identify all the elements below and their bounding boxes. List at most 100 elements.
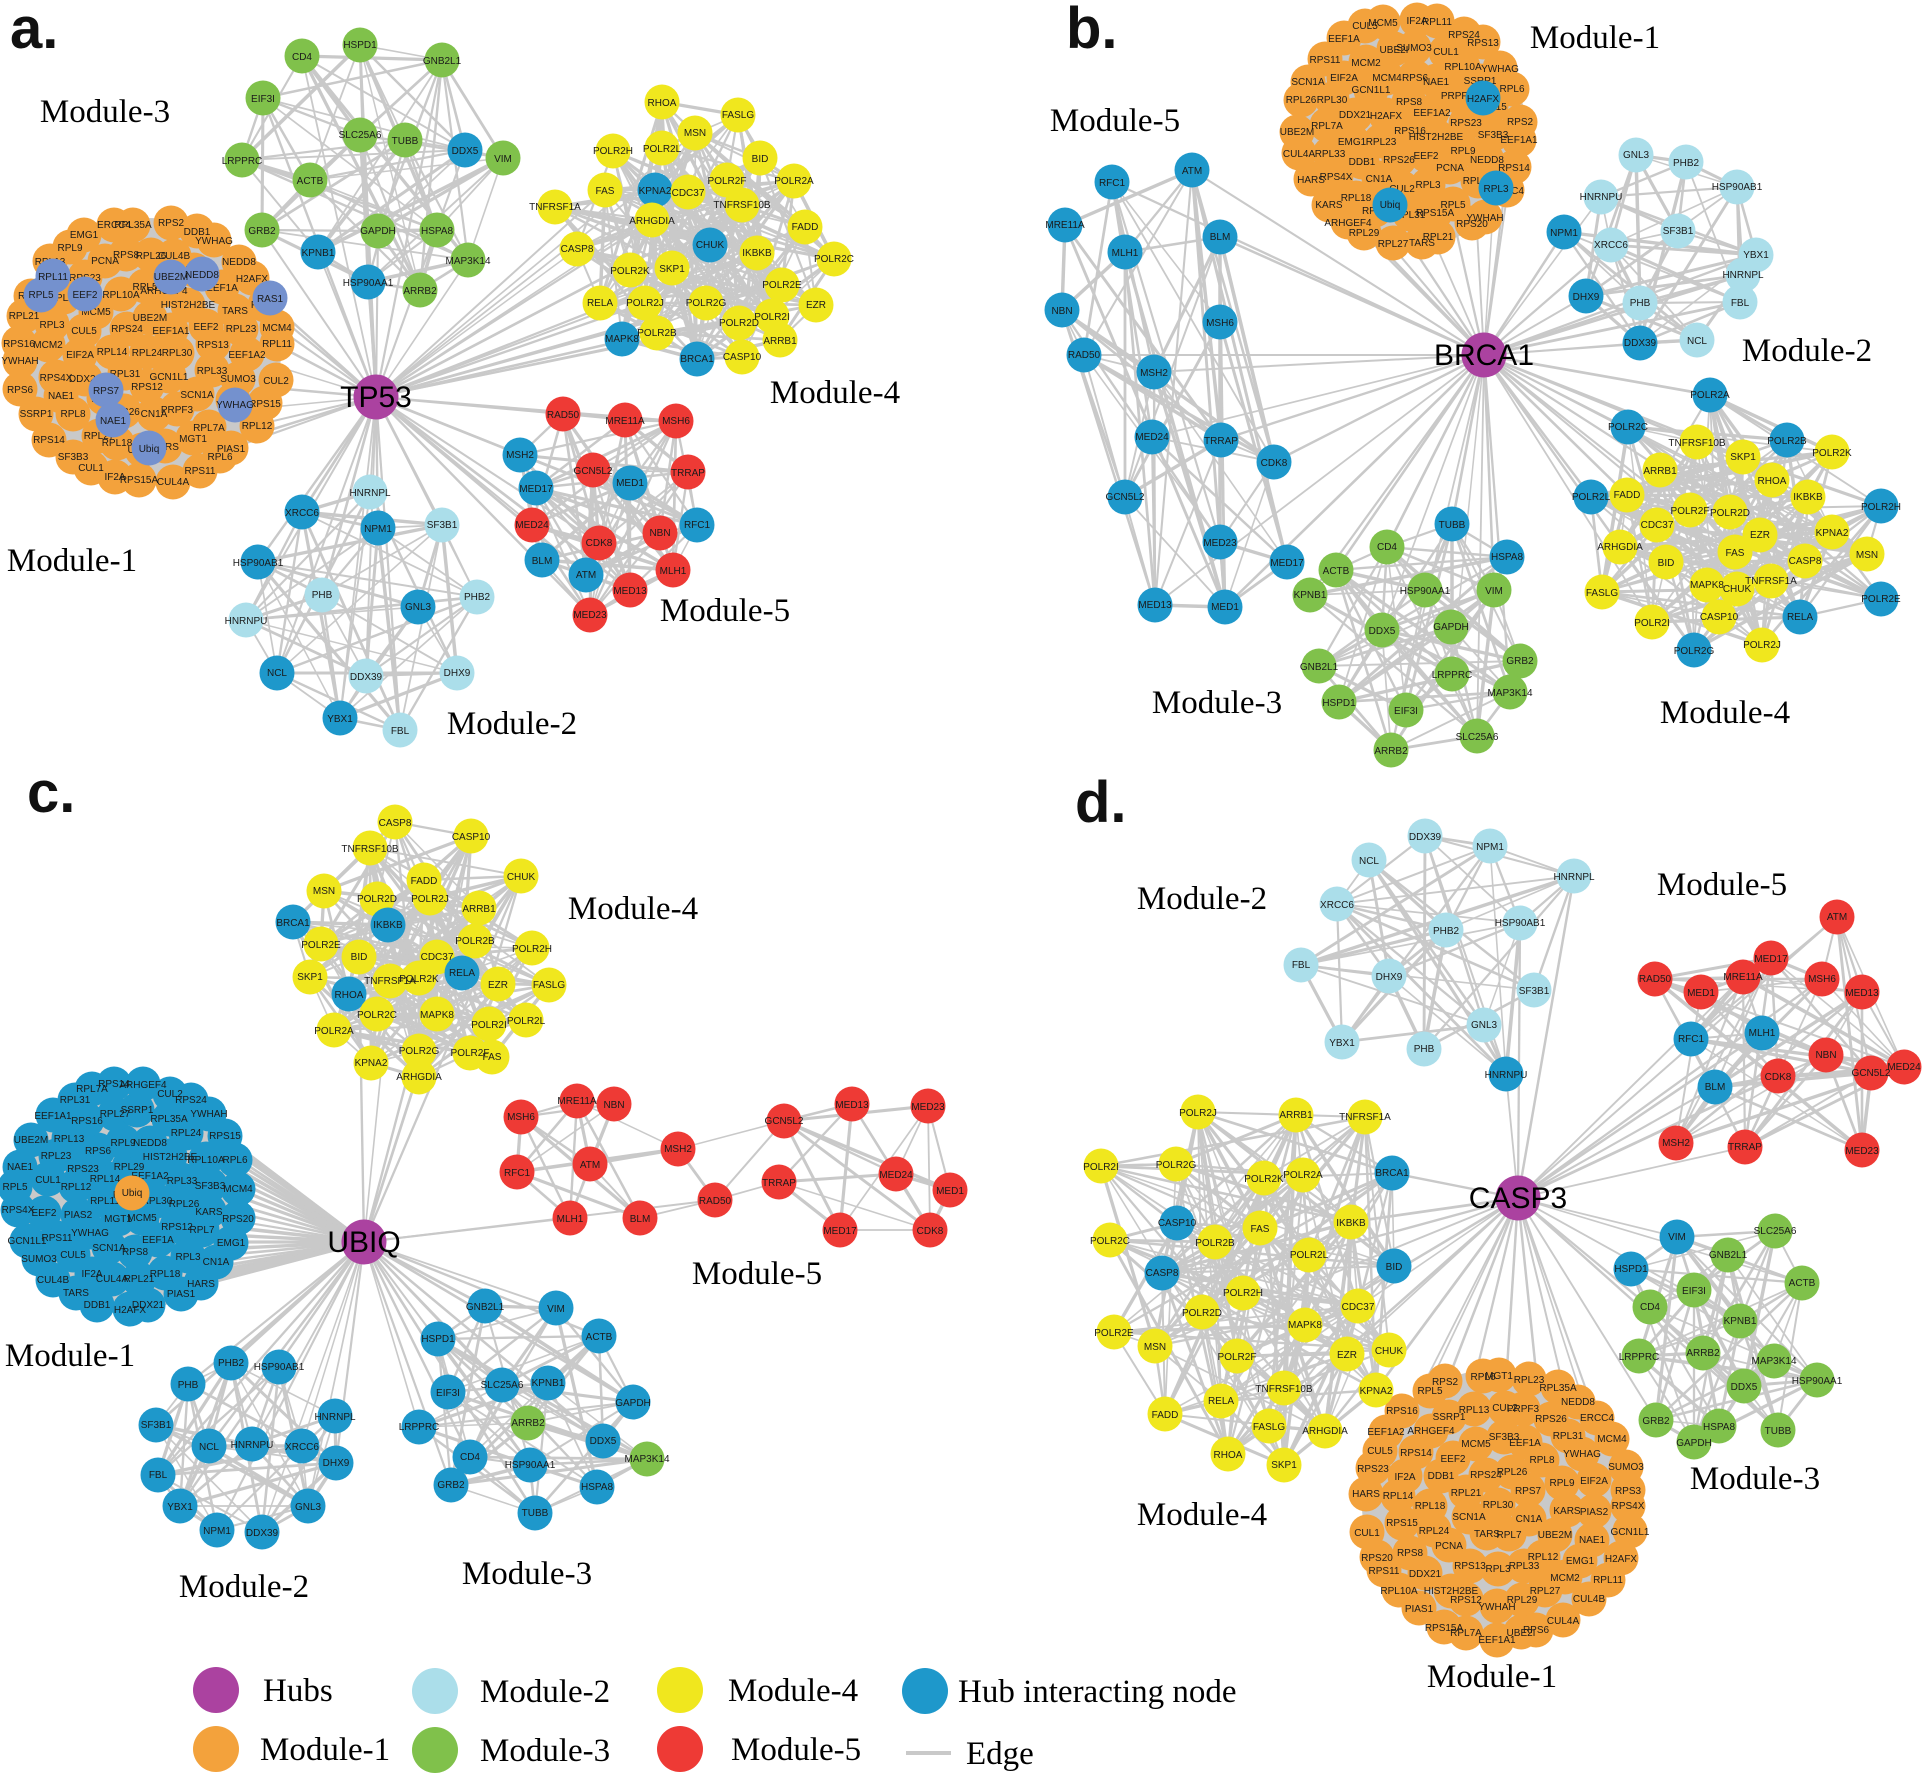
svg-text:RPL31: RPL31	[110, 369, 141, 380]
svg-text:GNB2L1: GNB2L1	[1709, 1250, 1748, 1261]
svg-text:RPL27: RPL27	[100, 1109, 131, 1120]
svg-text:a.: a.	[10, 0, 58, 61]
svg-text:ARRB2: ARRB2	[1686, 1348, 1720, 1359]
svg-text:NBN: NBN	[1051, 306, 1072, 317]
svg-text:RPL12: RPL12	[1528, 1552, 1559, 1563]
svg-text:HSPA8: HSPA8	[1491, 552, 1523, 563]
svg-text:CASP8: CASP8	[379, 818, 412, 829]
svg-text:NAE1: NAE1	[7, 1162, 34, 1173]
svg-text:CHUK: CHUK	[1723, 584, 1752, 595]
svg-text:HSP90AB1: HSP90AB1	[1495, 918, 1546, 929]
svg-text:SF3B3: SF3B3	[1489, 1432, 1520, 1443]
svg-text:RPS8: RPS8	[122, 1247, 149, 1258]
svg-text:IF2A: IF2A	[104, 472, 125, 483]
svg-text:d.: d.	[1075, 770, 1127, 835]
svg-text:DDB1: DDB1	[1428, 1471, 1455, 1482]
svg-text:IKBKB: IKBKB	[373, 920, 403, 931]
svg-text:BLM: BLM	[532, 556, 553, 567]
svg-text:IF2A: IF2A	[1406, 16, 1427, 27]
svg-text:MED23: MED23	[1203, 538, 1237, 549]
svg-text:RPS4X: RPS4X	[1320, 172, 1353, 183]
svg-text:Module-3: Module-3	[480, 1733, 610, 1769]
svg-text:ACTB: ACTB	[297, 176, 324, 187]
svg-text:POLR2H: POLR2H	[1861, 502, 1901, 513]
svg-text:RPL3: RPL3	[39, 320, 64, 331]
svg-text:Module-1: Module-1	[1530, 20, 1660, 56]
svg-text:TRRAP: TRRAP	[671, 468, 705, 479]
svg-text:ERCC4: ERCC4	[1580, 1413, 1614, 1424]
svg-text:Ubiq: Ubiq	[1380, 200, 1401, 211]
svg-text:GCN1L1: GCN1L1	[8, 1236, 47, 1247]
svg-text:RPL12: RPL12	[1463, 176, 1494, 187]
svg-text:RPS4X: RPS4X	[2, 1205, 35, 1216]
svg-text:FASLG: FASLG	[722, 110, 754, 121]
svg-text:RPL18: RPL18	[1341, 193, 1372, 204]
svg-text:RPL33: RPL33	[197, 366, 228, 377]
svg-text:EEF1A: EEF1A	[1509, 1438, 1541, 1449]
svg-text:RPS15A: RPS15A	[120, 475, 159, 486]
svg-text:POLR2D: POLR2D	[357, 894, 397, 905]
svg-text:CUL1: CUL1	[1354, 1528, 1380, 1539]
svg-text:RPS15: RPS15	[209, 1131, 241, 1142]
svg-text:RPL11: RPL11	[38, 272, 68, 283]
svg-text:NEDD8: NEDD8	[1470, 155, 1504, 166]
svg-text:RPS24: RPS24	[111, 324, 143, 335]
svg-text:ATM: ATM	[1182, 166, 1202, 177]
svg-text:YWHAG: YWHAG	[216, 400, 254, 411]
svg-text:MLH1: MLH1	[660, 566, 687, 577]
svg-text:RPL30: RPL30	[142, 1196, 173, 1207]
svg-text:NCL: NCL	[1687, 336, 1707, 347]
svg-text:HNRNPL: HNRNPL	[314, 1412, 356, 1423]
svg-text:POLR2G: POLR2G	[686, 298, 727, 309]
svg-text:Module-4: Module-4	[1137, 1497, 1267, 1533]
svg-text:Ubiq: Ubiq	[139, 444, 160, 455]
svg-text:POLR2A: POLR2A	[1690, 390, 1730, 401]
svg-text:POLR2C: POLR2C	[1090, 1236, 1130, 1247]
svg-text:CD4: CD4	[1377, 542, 1397, 553]
svg-text:PHB2: PHB2	[1673, 158, 1700, 169]
svg-text:TNFRSF10B: TNFRSF10B	[1255, 1384, 1313, 1395]
svg-text:RPL33: RPL33	[1315, 149, 1346, 160]
svg-text:FADD: FADD	[1614, 490, 1641, 501]
svg-text:RPL5: RPL5	[1417, 1386, 1442, 1397]
svg-text:POLR2E: POLR2E	[301, 940, 341, 951]
svg-text:MCM5: MCM5	[1368, 18, 1398, 29]
svg-text:TARS: TARS	[1474, 1529, 1500, 1540]
svg-text:ATM: ATM	[1827, 912, 1847, 923]
svg-text:RPL7A: RPL7A	[76, 1084, 108, 1095]
svg-text:RPL8: RPL8	[1529, 1455, 1554, 1466]
svg-text:SUMO3: SUMO3	[1396, 43, 1432, 54]
svg-text:RAS1: RAS1	[257, 294, 284, 305]
svg-text:RPS6: RPS6	[1402, 73, 1429, 84]
svg-text:MED17: MED17	[519, 484, 553, 495]
svg-text:RPS26: RPS26	[1535, 1414, 1567, 1425]
svg-text:SF3B1: SF3B1	[141, 1420, 172, 1431]
svg-text:MED23: MED23	[1845, 1146, 1879, 1157]
svg-text:RPL33: RPL33	[1509, 1561, 1540, 1572]
svg-text:RPS20: RPS20	[1456, 219, 1488, 230]
svg-text:ARHGDIA: ARHGDIA	[1302, 1426, 1348, 1437]
svg-text:RPL8: RPL8	[60, 409, 85, 420]
svg-text:HIST2H2BE: HIST2H2BE	[143, 1152, 198, 1163]
svg-text:SCN1A: SCN1A	[1291, 77, 1325, 88]
svg-text:FBL: FBL	[1731, 298, 1750, 309]
svg-text:RPL14: RPL14	[90, 1174, 121, 1185]
svg-text:CUL4A: CUL4A	[157, 477, 190, 488]
svg-text:RPS6: RPS6	[85, 1146, 112, 1157]
svg-text:MAP3K14: MAP3K14	[1487, 688, 1532, 699]
svg-text:UBE2M: UBE2M	[14, 1135, 48, 1146]
svg-text:H2AFX: H2AFX	[1605, 1554, 1638, 1565]
svg-text:CN1A: CN1A	[203, 1257, 230, 1268]
svg-text:NPM1: NPM1	[203, 1526, 231, 1537]
svg-text:RPS2: RPS2	[1432, 1377, 1459, 1388]
svg-text:RPL30: RPL30	[1483, 1500, 1514, 1511]
svg-text:RPL18: RPL18	[150, 1269, 181, 1280]
svg-text:Module-3: Module-3	[1152, 685, 1282, 721]
svg-text:DDB1: DDB1	[84, 1300, 111, 1311]
svg-text:HARS: HARS	[1297, 175, 1325, 186]
svg-text:SUMO3: SUMO3	[21, 1254, 57, 1265]
svg-text:POLR2G: POLR2G	[399, 1046, 440, 1057]
svg-text:POLR2H: POLR2H	[593, 146, 633, 157]
svg-text:PIAS1: PIAS1	[167, 1289, 196, 1300]
svg-text:CHUK: CHUK	[507, 872, 536, 883]
